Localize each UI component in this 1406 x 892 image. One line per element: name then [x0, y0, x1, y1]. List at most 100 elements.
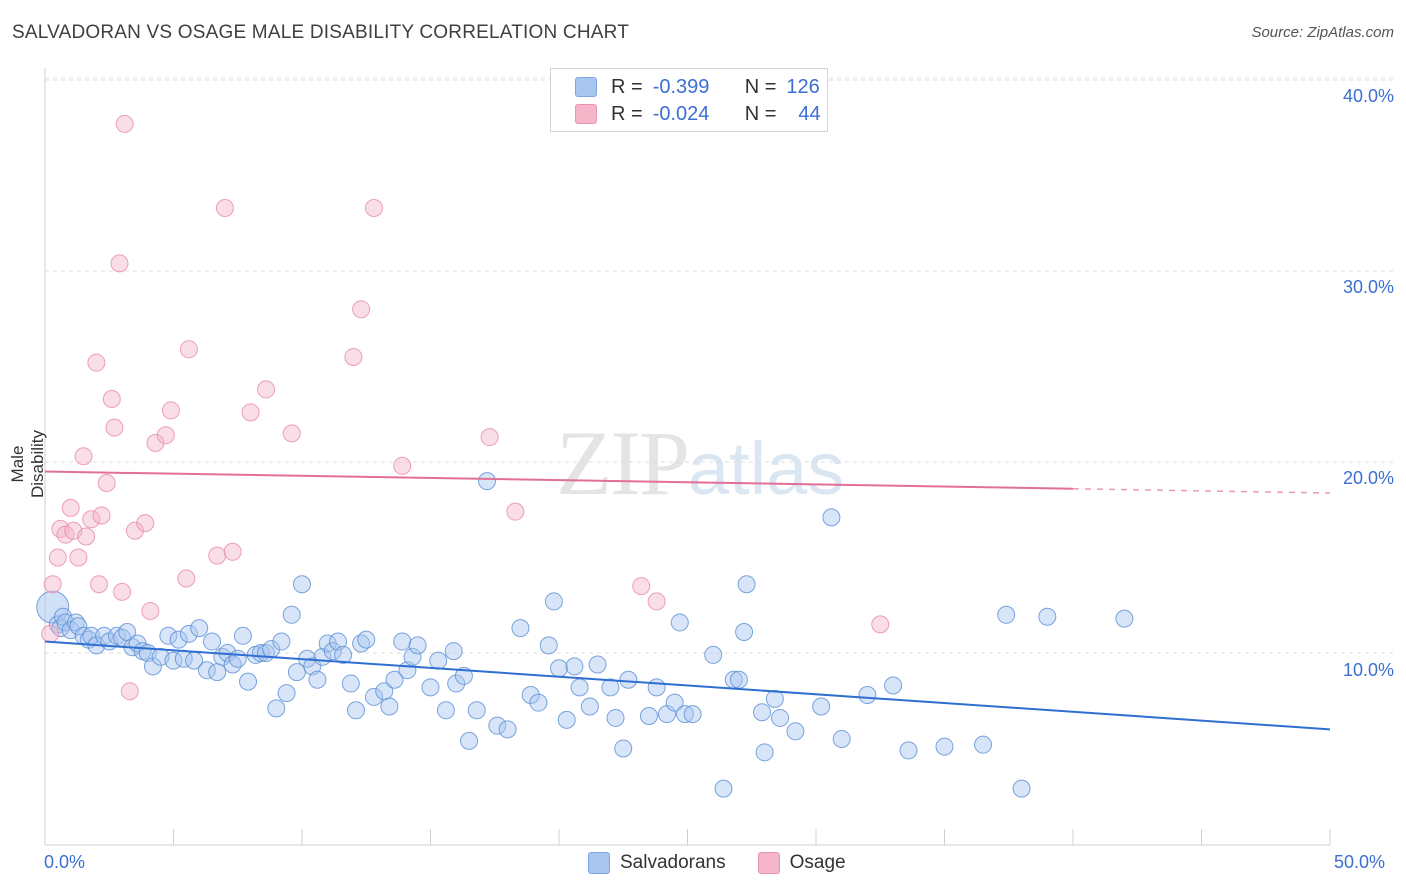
salvadoran-point — [570, 678, 589, 697]
salvadoran-point — [403, 647, 422, 666]
osage-point — [105, 418, 124, 437]
osage-point — [115, 114, 134, 133]
salvadoran-point — [467, 701, 486, 720]
y-tick-label: 40.0% — [1342, 86, 1394, 106]
osage-trend-line — [44, 470, 1074, 490]
osage-point — [161, 401, 180, 420]
x-tick-label: 0.0% — [44, 852, 86, 872]
salvadoran-point — [421, 678, 440, 697]
salvadoran-point — [737, 575, 756, 594]
series-legend-label: Salvadorans — [620, 852, 726, 873]
series-legend: Salvadorans Osage — [588, 852, 878, 874]
salvadoran-point — [364, 687, 383, 706]
salvadoran-point — [444, 642, 463, 661]
legend-swatch-salvadorans — [575, 77, 597, 97]
osage-point — [92, 506, 111, 525]
salvadoran-point — [786, 722, 805, 741]
osage-point — [41, 624, 60, 643]
salvadoran-point — [753, 703, 772, 722]
legend-r-value: -0.024 — [652, 102, 710, 125]
salvadoran-point — [550, 659, 568, 678]
osage-point — [110, 254, 129, 273]
osage-point — [179, 340, 198, 359]
salvadoran-point — [771, 708, 790, 727]
series-legend-label: Osage — [789, 852, 846, 873]
osage-point — [87, 353, 106, 372]
osage-point — [102, 389, 121, 408]
salvadoran-trend-line — [44, 640, 1331, 731]
salvadoran-point — [544, 592, 563, 611]
legend-n-value: 126 — [786, 75, 820, 98]
osage-point — [352, 300, 371, 319]
osage-point — [89, 575, 108, 594]
salvadoran-point — [272, 632, 291, 651]
osage-point — [61, 498, 80, 517]
osage-point — [506, 502, 525, 521]
y-tick-label: 20.0% — [1342, 468, 1394, 488]
salvadoran-point — [239, 672, 258, 691]
salvadoran-point — [1038, 607, 1057, 626]
salvadoran-point — [935, 737, 954, 756]
osage-point — [69, 548, 88, 567]
salvadoran-point — [385, 670, 404, 689]
y-axis-label: Male Disability — [8, 429, 47, 499]
salvadoran-point — [190, 619, 209, 638]
salvadoran-point — [429, 651, 448, 670]
watermark: ZIPatlas — [556, 410, 844, 516]
salvadoran-point — [683, 705, 702, 724]
x-tick-label: 50.0% — [1334, 852, 1386, 872]
watermark-atlas: atlas — [688, 427, 845, 510]
salvadoran-point — [588, 655, 607, 674]
salvadoran-point — [203, 632, 222, 651]
salvadoran-point — [639, 707, 658, 726]
legend-row-osage: R = -0.024 N = 44 — [575, 102, 821, 126]
osage-point — [241, 403, 260, 422]
series-swatch-salvadorans — [588, 852, 610, 874]
series-legend-salvadorans: Salvadorans — [588, 852, 726, 874]
osage-point — [43, 575, 62, 594]
salvadoran-point — [765, 689, 784, 708]
watermark-zip: ZIP — [556, 412, 690, 514]
salvadoran-point — [380, 697, 399, 716]
osage-point — [215, 198, 234, 217]
legend-r-label: R = — [611, 102, 643, 125]
osage-point — [282, 424, 301, 443]
salvadoran-point — [997, 605, 1016, 624]
osage-point — [120, 682, 139, 701]
salvadoran-point — [460, 731, 479, 750]
salvadoran-point — [328, 632, 347, 651]
salvadoran-point — [614, 739, 633, 758]
osage-point — [480, 428, 499, 447]
salvadoran-point — [675, 705, 694, 724]
salvadoran-point — [974, 735, 993, 754]
salvadoran-point — [393, 632, 412, 651]
osage-point — [208, 546, 227, 565]
salvadoran-point — [601, 678, 620, 697]
salvadoran-point — [565, 657, 584, 676]
osage-point — [141, 601, 160, 620]
osage-point — [48, 548, 67, 567]
salvadoran-point — [529, 693, 548, 712]
chart-title: SALVADORAN VS OSAGE MALE DISABILITY CORR… — [12, 22, 629, 43]
osage-point — [393, 456, 412, 475]
salvadoran-point — [454, 666, 473, 685]
legend-r-value: -0.399 — [652, 75, 710, 98]
salvadoran-point — [729, 670, 748, 689]
series-swatch-osage — [757, 852, 780, 874]
osage-point — [97, 474, 116, 493]
salvadoran-point — [1115, 609, 1134, 628]
correlation-legend: R = -0.399 N = 126 R = -0.024 N = 44 — [550, 68, 828, 132]
osage-point — [77, 527, 96, 546]
osage-point — [257, 380, 276, 399]
salvadoran-point — [179, 624, 198, 643]
legend-n-label: N = — [744, 75, 777, 98]
osage-point — [632, 577, 651, 596]
y-tick-label: 10.0% — [1342, 660, 1394, 680]
osage-point — [82, 510, 101, 529]
osage-point — [871, 615, 890, 634]
salvadoran-point — [539, 636, 558, 655]
legend-row-salvadorans: R = -0.399 N = 126 — [575, 75, 820, 99]
salvadoran-point — [832, 729, 851, 748]
osage-trend-extension — [1072, 487, 1331, 494]
